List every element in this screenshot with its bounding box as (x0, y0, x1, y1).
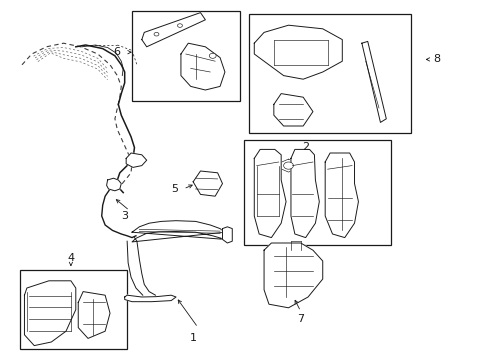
Polygon shape (264, 243, 322, 308)
Polygon shape (280, 159, 296, 172)
Text: 2: 2 (302, 142, 308, 152)
Polygon shape (78, 292, 110, 338)
Polygon shape (254, 149, 285, 238)
Bar (132, 11, 239, 101)
Bar (244, 140, 390, 245)
Bar (20, 270, 127, 349)
Text: 7: 7 (297, 314, 304, 324)
Polygon shape (290, 149, 319, 238)
Polygon shape (193, 171, 222, 196)
Circle shape (177, 24, 182, 27)
Polygon shape (126, 153, 146, 167)
Text: 8: 8 (432, 54, 439, 64)
Text: 6: 6 (113, 47, 120, 57)
Polygon shape (325, 153, 358, 238)
Text: 3: 3 (121, 211, 128, 221)
Polygon shape (273, 94, 312, 126)
Circle shape (154, 32, 159, 36)
Polygon shape (142, 13, 205, 47)
Polygon shape (254, 25, 342, 79)
Bar (249, 14, 410, 133)
Polygon shape (361, 41, 386, 122)
Text: 5: 5 (171, 184, 178, 194)
Text: 1: 1 (189, 333, 196, 343)
Polygon shape (106, 178, 121, 191)
Polygon shape (181, 43, 224, 90)
Polygon shape (222, 227, 232, 243)
Circle shape (209, 53, 216, 58)
Polygon shape (24, 281, 76, 346)
Polygon shape (132, 221, 224, 242)
Text: 4: 4 (67, 253, 74, 263)
Circle shape (283, 162, 293, 169)
Polygon shape (124, 295, 176, 302)
